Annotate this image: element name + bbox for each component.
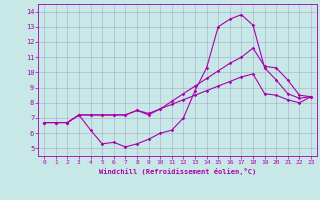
X-axis label: Windchill (Refroidissement éolien,°C): Windchill (Refroidissement éolien,°C) — [99, 168, 256, 175]
